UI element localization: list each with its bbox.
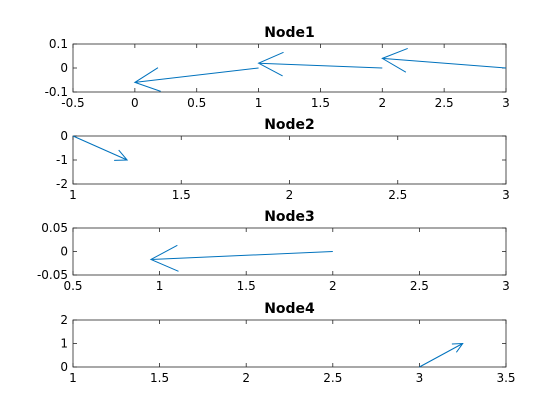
x-tick-label: 1: [69, 371, 77, 385]
x-tick-label: 1.5: [311, 96, 330, 110]
x-tick-label: 1: [69, 188, 77, 202]
axes-box: [72, 227, 507, 276]
x-tick-label: 3: [502, 96, 510, 110]
x-tick-label: 1.5: [172, 188, 191, 202]
y-tick-label: 0: [60, 129, 68, 143]
y-tick-label: -1: [56, 153, 68, 167]
y-tick-label: 0: [60, 245, 68, 259]
x-tick-label: 2: [242, 371, 250, 385]
x-tick-label: 3: [502, 188, 510, 202]
quiver-arrow: [149, 244, 333, 272]
quiver-arrow: [381, 47, 507, 73]
subplot-title: Node4: [264, 301, 315, 317]
x-tick-label: 3: [416, 371, 424, 385]
x-tick-label: 2.5: [388, 188, 407, 202]
axes-box: [72, 319, 507, 368]
y-tick-label: -0.1: [45, 85, 68, 99]
x-tick-label: 3: [502, 279, 510, 293]
subplot-2: Node2 1 1.5 2 2.5 3 -2 -1 0: [56, 117, 510, 202]
x-tick-label: 0.5: [63, 279, 82, 293]
x-tick-label: 1: [255, 96, 263, 110]
quiver-arrow: [257, 51, 383, 77]
y-tick-label: -2: [56, 177, 68, 191]
x-tick-label: -0.5: [61, 96, 84, 110]
x-tick-label: 2: [286, 188, 294, 202]
x-tick-label: 0: [131, 96, 139, 110]
subplot-title: Node2: [264, 117, 315, 133]
axes-box: [72, 43, 507, 93]
y-tick-label: 0.05: [41, 221, 68, 235]
subplot-title: Node1: [264, 25, 315, 41]
x-tick-label: 0.5: [187, 96, 206, 110]
x-tick-label: 2.5: [435, 96, 454, 110]
y-tick-label: 1: [60, 337, 68, 351]
x-tick-label: 1.5: [150, 371, 169, 385]
quiver-arrow: [419, 342, 464, 368]
y-tick-label: -0.05: [37, 268, 68, 282]
subplot-3: Node3 0.5 1 1.5 2 2.5 3 -0.05 0 0.05: [37, 209, 510, 293]
y-tick-label: 2: [60, 313, 68, 327]
y-tick-label: 0.1: [49, 37, 68, 51]
y-tick-label: 0: [60, 61, 68, 75]
subplot-title: Node3: [264, 209, 315, 225]
subplot-1: Node1 -0.5 0 0.5 1 1.5 2 2.5 3 -0.1 0 0.1: [45, 25, 510, 110]
x-tick-label: 1: [156, 279, 164, 293]
x-tick-label: 3.5: [496, 371, 515, 385]
y-tick-label: 0: [60, 360, 68, 374]
x-tick-label: 2.5: [410, 279, 429, 293]
quiver-arrow: [133, 67, 259, 92]
x-tick-label: 2: [378, 96, 386, 110]
quiver-arrow: [72, 135, 129, 161]
x-tick-label: 2: [329, 279, 337, 293]
axes-box: [72, 135, 507, 185]
x-tick-label: 2.5: [323, 371, 342, 385]
x-tick-label: 1.5: [237, 279, 256, 293]
